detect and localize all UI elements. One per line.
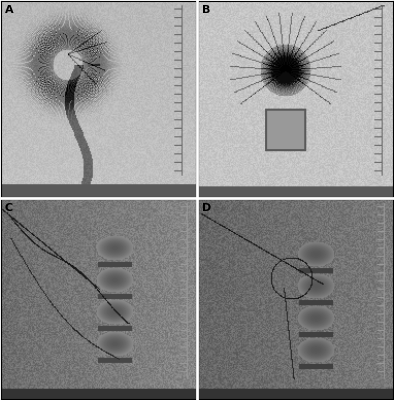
Text: B: B: [202, 5, 210, 15]
Text: C: C: [5, 203, 13, 213]
Text: D: D: [202, 203, 211, 213]
Text: A: A: [5, 5, 13, 15]
